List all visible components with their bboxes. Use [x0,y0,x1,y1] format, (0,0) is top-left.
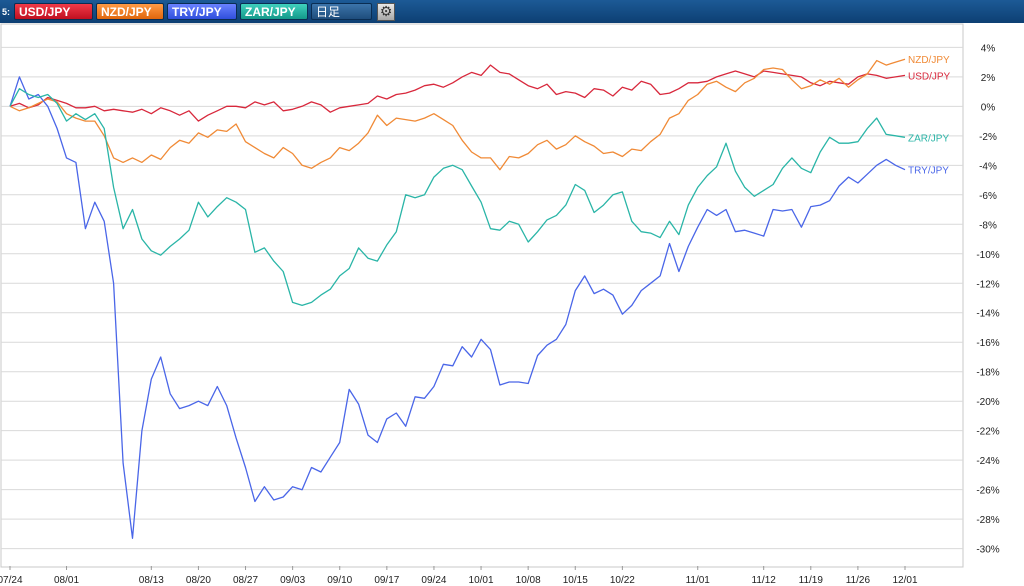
chart-background [0,23,1024,586]
x-tick-label: 11/01 [686,575,711,586]
toolbar: 5: USD/JPY NZD/JPY TRY/JPY ZAR/JPY 日足 ⚙ [0,0,1024,23]
tryjpy-label: TRY/JPY [908,166,949,177]
y-tick-label: 0% [981,102,996,113]
x-tick-label: 08/27 [233,575,258,586]
usdjpy-label: USD/JPY [908,71,951,82]
series-lines [9,58,906,539]
x-tick-label: 08/20 [186,575,211,586]
x-tick-label: 10/08 [516,575,541,586]
x-tick-label: 09/17 [374,575,399,586]
y-tick-label: -20% [976,397,999,408]
zarjpy-line [9,88,906,307]
toolbar-prefix: 5: [2,6,11,17]
y-tick-label: -14% [976,309,999,320]
x-tick-label: 11/19 [799,575,824,586]
series-labels: USD/JPY NZD/JPY TRY/JPY ZAR/JPY [908,55,951,177]
y-tick-label: -22% [976,427,999,438]
x-tick-label: 10/15 [563,575,588,586]
y-tick-label: -26% [976,486,999,497]
zarjpy-label: ZAR/JPY [908,133,949,144]
y-tick-label: -6% [979,191,997,202]
y-tick-label: -2% [979,132,997,143]
x-tick-label: 11/26 [846,575,871,586]
y-tick-label: 2% [981,73,996,84]
grid [0,23,964,568]
x-tick-label: 08/13 [139,575,164,586]
y-tick-label: -10% [976,250,999,261]
nzdjpy-button[interactable]: NZD/JPY [96,3,164,20]
nzdjpy-line [9,58,906,171]
x-tick-label: 09/24 [421,575,446,586]
y-tick-label: 4% [981,43,996,54]
x-tick-label: 11/12 [752,575,777,586]
period-daily-select[interactable]: 日足 [311,3,372,20]
x-tick-label: 07/24 [0,575,23,586]
y-tick-label: -18% [976,368,999,379]
gear-icon[interactable]: ⚙ [377,2,395,21]
x-tick-label: 09/03 [280,575,305,586]
usdjpy-button[interactable]: USD/JPY [14,3,93,20]
x-axis: 07/24 08/01 08/13 08/20 08/27 09/03 09/10 09/17… [0,566,918,586]
x-tick-label: 08/01 [54,575,79,586]
usdjpy-line [9,64,906,122]
x-tick-label: 12/01 [892,575,917,586]
x-tick-label: 09/10 [327,575,352,586]
y-tick-label: -24% [976,456,999,467]
x-tick-label: 10/22 [610,575,635,586]
y-tick-label: -28% [976,515,999,526]
y-tick-label: -12% [976,279,999,290]
plot-border [0,23,964,568]
y-axis: 4% 2% 0% -2% -4% -6% -8% -10% -12% -14% -16% -18% -2… [976,43,999,555]
y-tick-label: -30% [976,545,999,556]
tryjpy-button[interactable]: TRY/JPY [167,3,237,20]
nzdjpy-label: NZD/JPY [908,55,950,66]
chart: 4% 2% 0% -2% -4% -6% -8% -10% -12% -14% -16% -18% -2… [0,23,1024,586]
x-tick-label: 10/01 [469,575,494,586]
tryjpy-line [9,76,906,539]
y-tick-label: -4% [979,161,997,172]
y-tick-label: -8% [979,220,997,231]
zarjpy-button[interactable]: ZAR/JPY [240,3,308,20]
y-tick-label: -16% [976,338,999,349]
